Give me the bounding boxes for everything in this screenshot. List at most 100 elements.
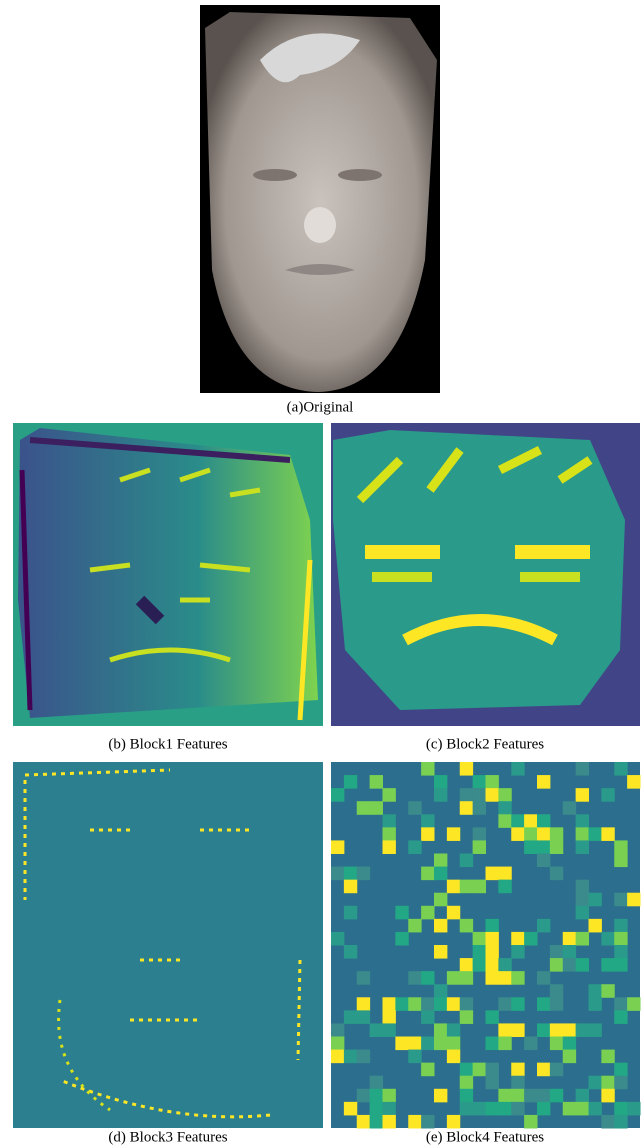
mosaic-cell — [486, 1063, 499, 1077]
mosaic-cell — [434, 893, 447, 907]
mosaic-cell — [447, 1115, 460, 1129]
mosaic-cell — [511, 1076, 524, 1090]
mosaic-cell — [537, 775, 550, 789]
mosaic-cell — [447, 880, 460, 894]
mosaic-cell — [576, 840, 589, 854]
block4-image — [331, 762, 641, 1129]
mosaic-cell — [601, 788, 614, 802]
mosaic-cell — [589, 919, 602, 933]
mosaic-cell — [370, 1076, 383, 1090]
mosaic-cell — [589, 1023, 602, 1037]
mosaic-cell — [460, 919, 473, 933]
mosaic-cell — [614, 997, 627, 1011]
mosaic-cell — [408, 919, 421, 933]
mosaic-cell — [576, 1023, 589, 1037]
mosaic-cell — [589, 997, 602, 1011]
caption: (e) Block4 Features — [426, 1129, 544, 1145]
mosaic-cell — [370, 1102, 383, 1116]
mosaic-cell — [434, 997, 447, 1011]
mosaic-cell — [434, 775, 447, 789]
mosaic-cell — [537, 854, 550, 868]
mosaic-cell — [601, 958, 614, 972]
mosaic-cell — [357, 971, 370, 985]
mosaic-cell — [370, 1115, 383, 1129]
mosaic-cell — [447, 827, 460, 841]
mosaic-cell — [421, 867, 434, 881]
mosaic-cell — [511, 1023, 524, 1037]
mosaic-cell — [614, 893, 627, 907]
mosaic-cell — [395, 906, 408, 920]
mosaic-cell — [576, 906, 589, 920]
mosaic-cell — [460, 880, 473, 894]
mosaic-cell — [601, 984, 614, 998]
mosaic-cell — [331, 1050, 344, 1064]
mosaic-cell — [434, 919, 447, 933]
mosaic-cell — [383, 827, 396, 841]
mosaic-cell — [421, 906, 434, 920]
mosaic-cell — [434, 945, 447, 959]
mosaic-cell — [434, 854, 447, 868]
mosaic-cell — [434, 867, 447, 881]
caption: (b) Block1 Features — [108, 736, 227, 752]
mosaic-cell — [550, 827, 563, 841]
mosaic-cell — [344, 1102, 357, 1116]
mosaic-cell — [537, 814, 550, 828]
mosaic-cell — [447, 1050, 460, 1064]
mosaic-cell — [473, 801, 486, 815]
mosaic-cell — [460, 1063, 473, 1077]
mosaic-cell — [383, 1010, 396, 1024]
mosaic-cell — [550, 840, 563, 854]
mosaic-cell — [460, 997, 473, 1011]
mosaic-cell — [537, 827, 550, 841]
mosaic-cell — [408, 801, 421, 815]
mosaic-cell — [473, 1063, 486, 1077]
mosaic-cell — [601, 1115, 614, 1129]
mosaic-cell — [421, 1010, 434, 1024]
caption: (c) Block2 Features — [426, 736, 544, 752]
mosaic-cell — [524, 1089, 537, 1103]
mosaic-cell — [550, 997, 563, 1011]
mosaic-cell — [537, 1063, 550, 1077]
mosaic-cell — [614, 1076, 627, 1090]
mosaic-cell — [601, 1089, 614, 1103]
mosaic-cell — [408, 840, 421, 854]
mosaic-cell — [447, 971, 460, 985]
mosaic-cell — [550, 945, 563, 959]
mosaic-cell — [576, 762, 589, 776]
block3-image — [13, 762, 323, 1128]
mosaic-cell — [408, 1050, 421, 1064]
mosaic-cell — [524, 1115, 537, 1129]
mosaic-cell — [344, 880, 357, 894]
mosaic-cell — [331, 1023, 344, 1037]
mosaic-cell — [550, 867, 563, 881]
mosaic-cell — [614, 958, 627, 972]
mosaic-cell — [524, 827, 537, 841]
mosaic-cell — [473, 775, 486, 789]
mosaic-cell — [460, 762, 473, 776]
mosaic-cell — [421, 971, 434, 985]
mosaic-cell — [370, 1089, 383, 1103]
mosaic-cell — [486, 788, 499, 802]
mosaic-cell — [473, 788, 486, 802]
mosaic-cell — [614, 1115, 627, 1129]
mosaic-cell — [331, 867, 344, 881]
mosaic-cell — [498, 1102, 511, 1116]
mosaic-cell — [460, 801, 473, 815]
mosaic-cell — [421, 1037, 434, 1051]
mosaic-cell — [421, 1063, 434, 1077]
mosaic-cell — [486, 1102, 499, 1116]
mosaic-cell — [357, 801, 370, 815]
mosaic-cell — [589, 984, 602, 998]
mosaic-cell — [434, 788, 447, 802]
mosaic-cell — [627, 775, 640, 789]
mosaic-cell — [576, 958, 589, 972]
mosaic-cell — [511, 1063, 524, 1077]
mosaic-cell — [537, 1023, 550, 1037]
mosaic-cell — [395, 1037, 408, 1051]
mosaic-cell — [460, 1102, 473, 1116]
mosaic-cell — [473, 827, 486, 841]
mosaic-cell — [498, 1089, 511, 1103]
mosaic-cell — [627, 1102, 640, 1116]
mosaic-cell — [576, 932, 589, 946]
mosaic-cell — [601, 1050, 614, 1064]
